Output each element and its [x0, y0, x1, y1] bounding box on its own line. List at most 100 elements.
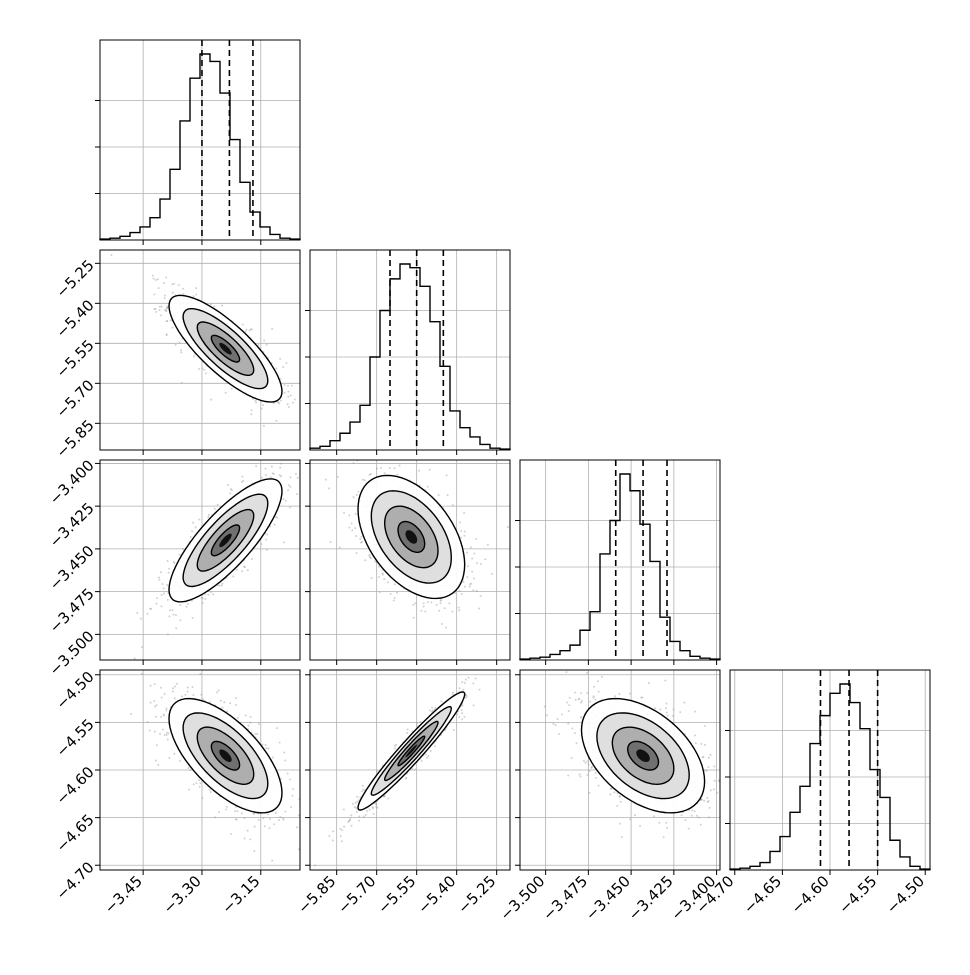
sample-point [328, 835, 330, 837]
sample-point [231, 388, 233, 390]
sample-point [399, 464, 401, 466]
sample-point [325, 479, 327, 481]
sample-point [160, 571, 162, 573]
sample-point [175, 614, 177, 616]
sample-point [272, 756, 274, 758]
sample-point [271, 860, 273, 862]
sample-point [315, 453, 317, 455]
sample-point [150, 702, 152, 704]
sample-point [358, 820, 360, 822]
sample-point [201, 367, 203, 369]
sample-point [355, 513, 357, 515]
sample-point [173, 283, 175, 285]
sample-point [478, 607, 480, 609]
sample-point [330, 541, 332, 543]
sample-point [459, 687, 461, 689]
sample-point [168, 732, 170, 734]
sample-point [149, 729, 151, 731]
sample-point [290, 806, 292, 808]
sample-point [695, 742, 697, 744]
sample-point [220, 700, 222, 702]
sample-point [339, 828, 341, 830]
sample-point [468, 677, 470, 679]
sample-point [273, 473, 275, 475]
sample-point [207, 516, 209, 518]
sample-point [296, 493, 298, 495]
sample-point [182, 548, 184, 550]
sample-point [546, 714, 548, 716]
sample-point [466, 576, 468, 578]
sample-point [154, 683, 156, 685]
sample-point [374, 561, 376, 563]
sample-point [141, 646, 143, 648]
sample-point [202, 602, 204, 604]
sample-point [158, 576, 160, 578]
sample-point [156, 597, 158, 599]
sample-point [179, 760, 181, 762]
sample-point [205, 372, 207, 374]
sample-point [193, 295, 195, 297]
sample-point [165, 276, 167, 278]
sample-point [249, 838, 251, 840]
sample-point [378, 576, 380, 578]
sample-point [306, 470, 308, 472]
sample-point [289, 506, 291, 508]
sample-point [616, 805, 618, 807]
sample-point [423, 602, 425, 604]
sample-point [262, 404, 264, 406]
sample-point [593, 686, 595, 688]
sample-point [297, 477, 299, 479]
sample-point [414, 602, 416, 604]
sample-point [265, 468, 267, 470]
sample-point [287, 396, 289, 398]
sample-point [579, 776, 581, 778]
sample-point [365, 814, 367, 816]
sample-point [266, 549, 268, 551]
sample-point [156, 704, 158, 706]
sample-point [369, 809, 371, 811]
sample-point [369, 556, 371, 558]
sample-point [261, 407, 263, 409]
sample-point [436, 604, 438, 606]
sample-point [230, 833, 232, 835]
histogram-panel-2 [515, 460, 720, 660]
sample-point [294, 398, 296, 400]
sample-point [438, 494, 440, 496]
sample-point [159, 733, 161, 735]
sample-point [187, 603, 189, 605]
sample-point [156, 744, 158, 746]
sample-point [269, 818, 271, 820]
sample-point [348, 514, 350, 516]
sample-point [431, 707, 433, 709]
sample-point [351, 523, 353, 525]
sample-point [251, 328, 253, 330]
sample-point [164, 693, 166, 695]
sample-point [406, 732, 408, 734]
sample-point [288, 406, 290, 408]
sample-point [279, 467, 281, 469]
sample-point [666, 711, 668, 713]
sample-point [110, 254, 112, 256]
sample-point [199, 782, 201, 784]
sample-point [218, 811, 220, 813]
sample-point [174, 686, 176, 688]
sample-point [332, 839, 334, 841]
sample-point [396, 473, 398, 475]
sample-point [167, 633, 169, 635]
sample-point [193, 783, 195, 785]
sample-point [291, 385, 293, 387]
sample-point [167, 739, 169, 741]
sample-point [303, 425, 305, 427]
sample-point [225, 808, 227, 810]
sample-point [292, 402, 294, 404]
sample-point [153, 700, 155, 702]
sample-point [704, 744, 706, 746]
sample-point [214, 508, 216, 510]
sample-point [222, 583, 224, 585]
panel-frame [310, 250, 510, 450]
sample-point [489, 662, 491, 664]
sample-point [243, 817, 245, 819]
sample-point [225, 392, 227, 394]
sample-point [343, 808, 345, 810]
sample-point [458, 607, 460, 609]
